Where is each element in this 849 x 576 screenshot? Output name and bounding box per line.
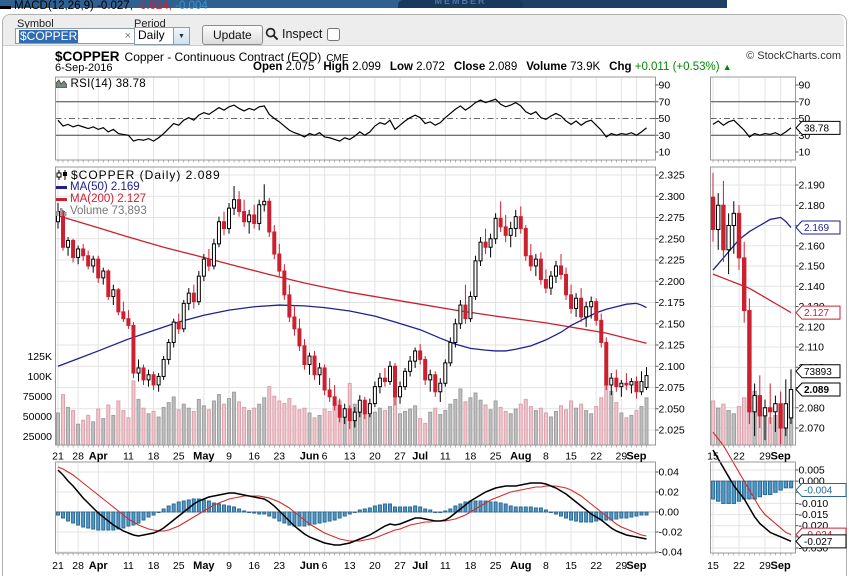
chart-workbench-frame — [2, 14, 847, 576]
candlestick-icon — [56, 170, 67, 180]
top-banner: MEMBER — [0, 0, 727, 8]
chart-header: $COPPER Copper - Continuous Contract (EOD… — [55, 48, 349, 66]
clear-symbol-icon[interactable]: × — [124, 30, 131, 42]
rsi-legend: RSI(14) 38.78 — [55, 78, 146, 90]
update-button[interactable]: Update — [202, 25, 263, 45]
macd-legend: MACD(12,26,9) -0.027, -0.024, -0.004 — [0, 0, 208, 12]
symbol-input-value: $COPPER — [19, 28, 79, 43]
quote-change: Chg +0.011 (+0.53%) ▲ — [609, 61, 732, 73]
quote-close: Close 2.089 — [453, 61, 518, 73]
quote-date: 6-Sep-2016 — [55, 62, 113, 74]
quote-open: Open 2.075 — [253, 61, 315, 73]
inspect-checkbox[interactable] — [327, 27, 341, 41]
period-select-value: Daily — [138, 28, 165, 42]
macd-line-icon — [0, 6, 11, 9]
quote-volume: Volume 73.9K — [526, 61, 601, 73]
volume-bars-icon — [56, 207, 67, 216]
price-legend: $COPPER (Daily) 2.089 MA(50) 2.169 MA(20… — [56, 169, 221, 217]
stockcharts-credit: © StockCharts.com — [746, 50, 841, 62]
quote-line: Open 2.075 High 2.099 Low 2.072 Close 2.… — [253, 61, 732, 73]
chart-symbol: $COPPER — [55, 49, 120, 64]
quote-high: High 2.099 — [323, 61, 381, 73]
members-tab-label: MEMBER — [434, 0, 487, 6]
chevron-down-icon[interactable]: ▼ — [173, 28, 189, 44]
members-tab[interactable]: MEMBER — [398, 0, 523, 8]
quote-low: Low 2.072 — [389, 61, 445, 73]
ma50-line-icon — [56, 185, 67, 189]
toolbar: Symbol Period $COPPER × Daily ▼ Update I… — [3, 15, 844, 46]
legend-symbol-row: $COPPER (Daily) 2.089 — [56, 169, 221, 181]
area-chart-icon — [55, 79, 68, 89]
inspect-label: Inspect — [282, 27, 323, 41]
up-arrow-icon: ▲ — [722, 62, 732, 72]
legend-volume-row: Volume 73,893 — [56, 205, 221, 217]
inspect-control: Inspect — [265, 27, 341, 41]
chart-title: Copper - Continuous Contract (EOD) — [124, 50, 322, 64]
chart-exchange: CME — [326, 53, 349, 64]
symbol-input[interactable]: $COPPER × — [15, 28, 135, 44]
symbol-label: Symbol — [17, 18, 54, 30]
search-icon — [265, 27, 279, 41]
period-select[interactable]: Daily ▼ — [134, 27, 190, 45]
ma200-line-icon — [56, 197, 67, 201]
legend-ma200-row: MA(200) 2.127 — [56, 193, 221, 205]
legend-ma50-row: MA(50) 2.169 — [56, 181, 221, 193]
